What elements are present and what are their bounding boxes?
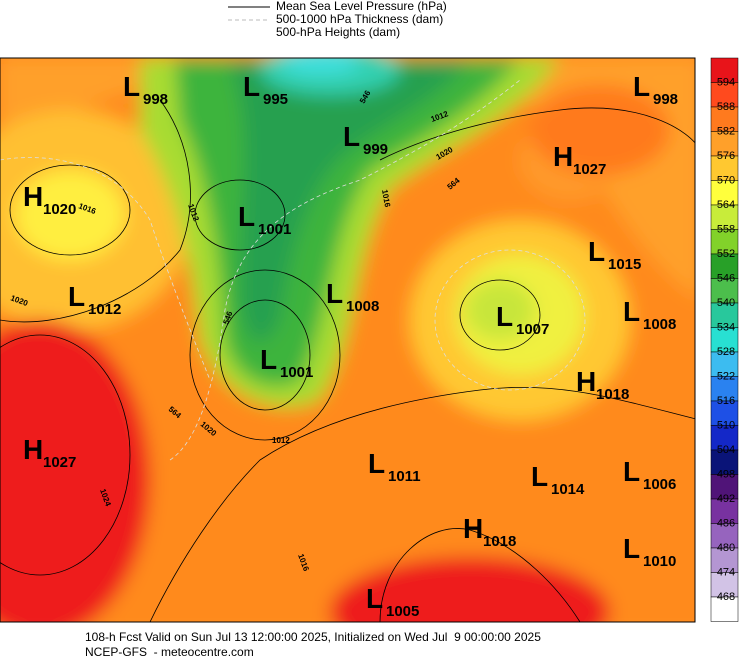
colorbar-label: 552 [717,248,735,260]
colorbar-label: 528 [717,346,735,358]
colorbar-label: 468 [717,591,735,603]
colorbar-label: 576 [717,150,735,162]
pressure-center-letter: L [368,448,385,479]
pressure-center-value: 1027 [573,161,606,178]
colorbar-label: 522 [717,370,735,382]
footer-line: 108-h Fcst Valid on Sun Jul 13 12:00:00 … [85,630,541,644]
pressure-center-letter: L [343,121,360,152]
pressure-center-value: 999 [363,141,388,158]
colorbar-cell [710,376,739,402]
pressure-center-letter: L [633,71,650,102]
colorbar-label: 582 [717,125,735,137]
pressure-contours [0,99,695,622]
colorbar-label: 570 [717,174,735,186]
colorbar-cell [710,82,739,108]
colorbar-cell [710,327,739,353]
pressure-center-value: 1001 [280,364,313,381]
colorbar-label: 486 [717,517,735,529]
colorbar-cell [710,596,739,622]
pressure-center-value: 1027 [43,454,76,471]
colorbar-cell [710,229,739,255]
pressure-center-value: 1010 [643,553,676,570]
colorbar-label: 510 [717,419,735,431]
pressure-center-value: 1018 [596,386,629,403]
legend-text: Mean Sea Level Pressure (hPa) [276,0,447,13]
pressure-center-value: 1018 [483,533,516,550]
pressure-center-letter: L [68,281,85,312]
pressure-center-letter: L [123,71,140,102]
colorbar-label: 558 [717,223,735,235]
pressure-center-letter: H [553,141,573,172]
pressure-center-value: 998 [653,91,678,108]
map-frame [0,57,696,623]
contour-label: 546 [221,310,234,326]
colorbar-cell [710,449,739,475]
colorbar-cell [710,547,739,573]
pressure-center-value: 1005 [386,603,419,620]
colorbar-cell [710,523,739,549]
colorbar-cell [710,253,739,279]
contour-label: 1012 [272,436,290,445]
pressure-center-value: 1020 [43,201,76,218]
colorbar-label: 474 [717,566,735,578]
pressure-center-letter: L [366,583,383,614]
pressure-center-letter: L [243,71,260,102]
contour-label: 1016 [380,189,392,209]
colorbar-label: 516 [717,395,735,407]
pressure-center-value: 1001 [258,221,291,238]
pressure-center-letter: L [623,296,640,327]
colorbar-label: 588 [717,101,735,113]
colorbar-label: 498 [717,468,735,480]
pressure-center-value: 1008 [346,298,379,315]
pressure-center-value: 1008 [643,316,676,333]
footer-line: NCEP-GFS - meteocentre.com [85,645,254,658]
pressure-center-letter: L [326,278,343,309]
legend: Mean Sea Level Pressure (hPa) 500-1000 h… [228,0,447,39]
colorbar: 594 588 582 576 570 564 558 552 546 540 534 528 522 5… [710,57,739,622]
colorbar-cell [710,572,739,598]
colorbar-label: 492 [717,493,735,505]
thickness-contours [0,79,586,461]
pressure-center-letter: L [238,201,255,232]
colorbar-cell [710,498,739,524]
pressure-center-letter: H [23,434,43,465]
colorbar-label: 564 [717,199,735,211]
pressure-center-letter: L [531,461,548,492]
pressure-center-value: 1014 [551,481,585,498]
pressure-center-value: 995 [263,91,288,108]
colorbar-cell [710,474,739,500]
pressure-center-value: 1011 [388,468,421,485]
colorbar-label: 546 [717,272,735,284]
colorbar-cell [710,155,739,181]
pressure-center-letter: L [260,344,277,375]
legend-text: 500-hPa Heights (dam) [276,25,400,39]
pressure-center-letter: L [623,456,640,487]
colorbar-label: 504 [717,444,735,456]
colorbar-cell [710,425,739,451]
pressure-center-value: 1015 [608,256,641,273]
colorbar-cell [710,351,739,377]
colorbar-label: 534 [717,321,735,333]
colorbar-cell [710,180,739,206]
pressure-center-letter: H [463,513,483,544]
colorbar-label: 540 [717,297,735,309]
pressure-center-letter: H [576,366,596,397]
pressure-center-letter: L [588,236,605,267]
pressure-center-value: 1012 [88,301,121,318]
pressure-center-letter: L [623,533,640,564]
pressure-center-letter: L [496,301,513,332]
colorbar-cell [710,302,739,328]
pressure-center-value: 998 [143,91,168,108]
pressure-center-value: 1006 [643,476,676,493]
colorbar-label: 480 [717,542,735,554]
thickness-field [0,58,695,622]
colorbar-cell [710,400,739,426]
pressure-center-value: 1007 [516,321,549,338]
legend-text: 500-1000 hPa Thickness (dam) [276,12,443,26]
pressure-center-letter: H [23,181,43,212]
colorbar-label: 594 [717,76,735,88]
